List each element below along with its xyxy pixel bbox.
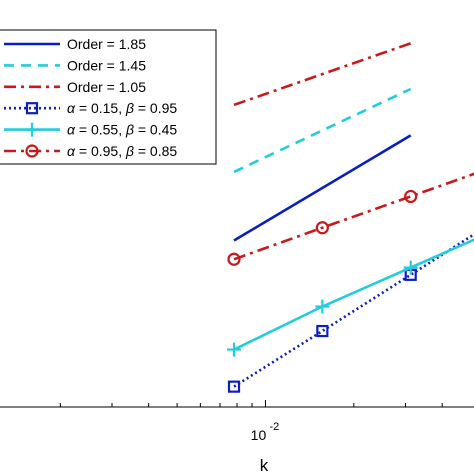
series-layer <box>227 42 474 393</box>
legend-entry-1: Order = 1.85 <box>4 36 146 52</box>
x-tick-label-exponent: -2 <box>269 421 279 433</box>
legend-label-1: Order = 1.85 <box>67 36 146 52</box>
series-4 <box>227 232 474 393</box>
legend-entry-6: α = 0.95, β = 0.85 <box>4 143 177 159</box>
data-point-5-2 <box>315 299 330 314</box>
data-point-5-3 <box>403 260 418 275</box>
tick-layer: 10 -2 <box>59 400 443 443</box>
series-line-4 <box>233 232 474 388</box>
legend-label-3: Order = 1.05 <box>67 79 146 95</box>
data-point-4-2 <box>316 324 329 338</box>
series-5 <box>227 238 474 357</box>
series-line-2 <box>233 87 412 174</box>
data-point-6-3 <box>404 189 418 204</box>
legend-marker-6 <box>25 144 39 158</box>
legend-entry-5: α = 0.55, β = 0.45 <box>4 122 177 138</box>
legend-label-6: α = 0.95, β = 0.85 <box>67 143 177 159</box>
data-point-5-1 <box>227 342 241 357</box>
series-line-1 <box>233 134 412 242</box>
series-3 <box>233 42 412 107</box>
legend: Order = 1.85 Order = 1.45 Order = 1.05 α = … <box>0 29 217 165</box>
series-6 <box>227 172 474 266</box>
series-line-3 <box>233 42 412 107</box>
x-axis-title: k <box>260 456 269 474</box>
series-line-5 <box>233 238 474 351</box>
x-tick-label: 10 <box>251 427 267 443</box>
legend-entry-3: Order = 1.05 <box>4 79 146 95</box>
data-point-6-1 <box>227 252 241 266</box>
legend-marker-4 <box>25 102 39 115</box>
legend-label-5: α = 0.55, β = 0.45 <box>67 122 177 138</box>
data-point-6-2 <box>315 221 329 235</box>
series-1 <box>233 134 412 242</box>
legend-entry-4: α = 0.15, β = 0.95 <box>4 100 177 116</box>
legend-label-2: Order = 1.45 <box>67 57 146 73</box>
legend-entry-2: Order = 1.45 <box>4 57 146 73</box>
legend-box <box>0 29 217 165</box>
series-line-6 <box>233 172 474 261</box>
data-point-4-1 <box>227 380 241 393</box>
legend-label-4: α = 0.15, β = 0.95 <box>67 100 177 116</box>
legend-marker-5 <box>25 122 39 137</box>
series-2 <box>233 87 412 174</box>
